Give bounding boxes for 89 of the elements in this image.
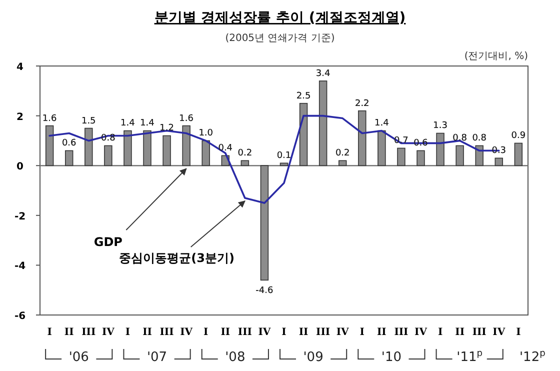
- data-label: 2.5: [296, 91, 311, 102]
- y-tick-label: -2: [14, 211, 26, 222]
- x-tick-label: I: [360, 327, 365, 338]
- data-label: 1.4: [140, 118, 155, 129]
- bar: [378, 130, 386, 166]
- text: '08: [225, 350, 246, 365]
- x-tick-label: I: [282, 327, 287, 338]
- bar: [45, 125, 54, 166]
- data-label: -4.6: [256, 286, 274, 296]
- x-tick-label: I: [438, 327, 443, 338]
- bar: [124, 130, 132, 166]
- x-tick-label: II: [298, 327, 309, 338]
- data-label: 0.8: [472, 134, 487, 144]
- x-tick-label: I: [516, 327, 522, 338]
- bar: [338, 160, 347, 166]
- x-tick-label: I: [204, 327, 209, 338]
- data-label: 1.4: [120, 118, 136, 129]
- bar: [143, 130, 152, 166]
- data-label: 1.3: [433, 121, 448, 132]
- data-label: 0.3: [492, 146, 506, 156]
- chart-title: 분기별 경제성장률 추이 (계절조정계열): [154, 10, 406, 26]
- data-label: 0.8: [101, 134, 116, 144]
- data-label: 0.4: [218, 144, 233, 154]
- chart-subtitle: (2005년 연쇄가격 기준): [225, 33, 335, 44]
- bar: [299, 102, 308, 166]
- x-tick-label: II: [377, 327, 387, 338]
- bar: [456, 145, 464, 166]
- y-tick-label: 0: [16, 162, 24, 173]
- text: '09: [303, 350, 324, 365]
- x-tick-label: III: [316, 327, 330, 338]
- x-tick-label: I: [125, 327, 130, 338]
- text: (전기대비, %): [464, 51, 528, 62]
- x-tick-label: III: [472, 327, 487, 338]
- y-tick-label: -4: [14, 261, 26, 272]
- x-tick-label: III: [82, 327, 96, 338]
- y-tick-label: -6: [14, 311, 26, 322]
- bar: [494, 158, 504, 166]
- bar: [260, 165, 269, 281]
- text: 중심이동평균(3분기): [119, 251, 234, 265]
- data-label: 1.4: [374, 118, 390, 129]
- data-label: 1.0: [198, 128, 214, 139]
- bar: [64, 150, 74, 166]
- bar: [240, 160, 250, 166]
- x-tick-label: III: [238, 327, 252, 338]
- data-label: 1.6: [42, 114, 57, 124]
- data-label: 0.2: [335, 148, 350, 159]
- y-tick-label: 4: [16, 62, 24, 73]
- x-tick-label: III: [394, 327, 409, 338]
- bar: [182, 125, 190, 166]
- data-label: 3.4: [316, 68, 330, 79]
- x-tick-label: IV: [492, 327, 506, 338]
- x-tick-label: II: [64, 327, 74, 338]
- bar: [436, 132, 444, 166]
- text: '10: [381, 350, 402, 365]
- data-label: 0.1: [276, 151, 292, 162]
- bar: [397, 148, 406, 166]
- data-label: 0.6: [62, 138, 77, 149]
- bar: [416, 150, 425, 166]
- bar: [162, 135, 171, 166]
- x-tick-label: IV: [336, 327, 350, 338]
- text: '12$^{p}$: [519, 349, 546, 365]
- text: '07: [146, 350, 168, 365]
- x-tick-label: IV: [414, 327, 428, 338]
- data-label: 1.2: [160, 124, 174, 134]
- x-tick-label: II: [220, 327, 230, 338]
- bar: [280, 162, 288, 166]
- data-label: 1.6: [179, 114, 194, 124]
- bar: [358, 110, 366, 166]
- bar: [514, 142, 523, 166]
- bar: [84, 128, 93, 166]
- bar: [475, 145, 484, 166]
- y-tick-label: 2: [16, 112, 24, 123]
- x-tick-label: IV: [258, 327, 271, 338]
- data-label: 0.2: [238, 148, 252, 159]
- text: GDP: [94, 235, 123, 249]
- bar: [104, 145, 112, 166]
- data-label: 1.5: [81, 116, 96, 126]
- data-label: 2.2: [354, 98, 370, 109]
- text: '11$^{p}$: [456, 349, 483, 365]
- bar: [202, 140, 210, 166]
- text: '06: [68, 350, 89, 365]
- x-tick-label: IV: [102, 327, 115, 338]
- x-tick-label: II: [142, 327, 152, 338]
- x-tick-label: I: [47, 327, 52, 338]
- x-tick-label: III: [160, 327, 174, 338]
- bar: [318, 80, 328, 166]
- data-label: 0.9: [511, 131, 526, 142]
- x-tick-label: IV: [180, 327, 193, 338]
- x-tick-label: II: [455, 327, 465, 338]
